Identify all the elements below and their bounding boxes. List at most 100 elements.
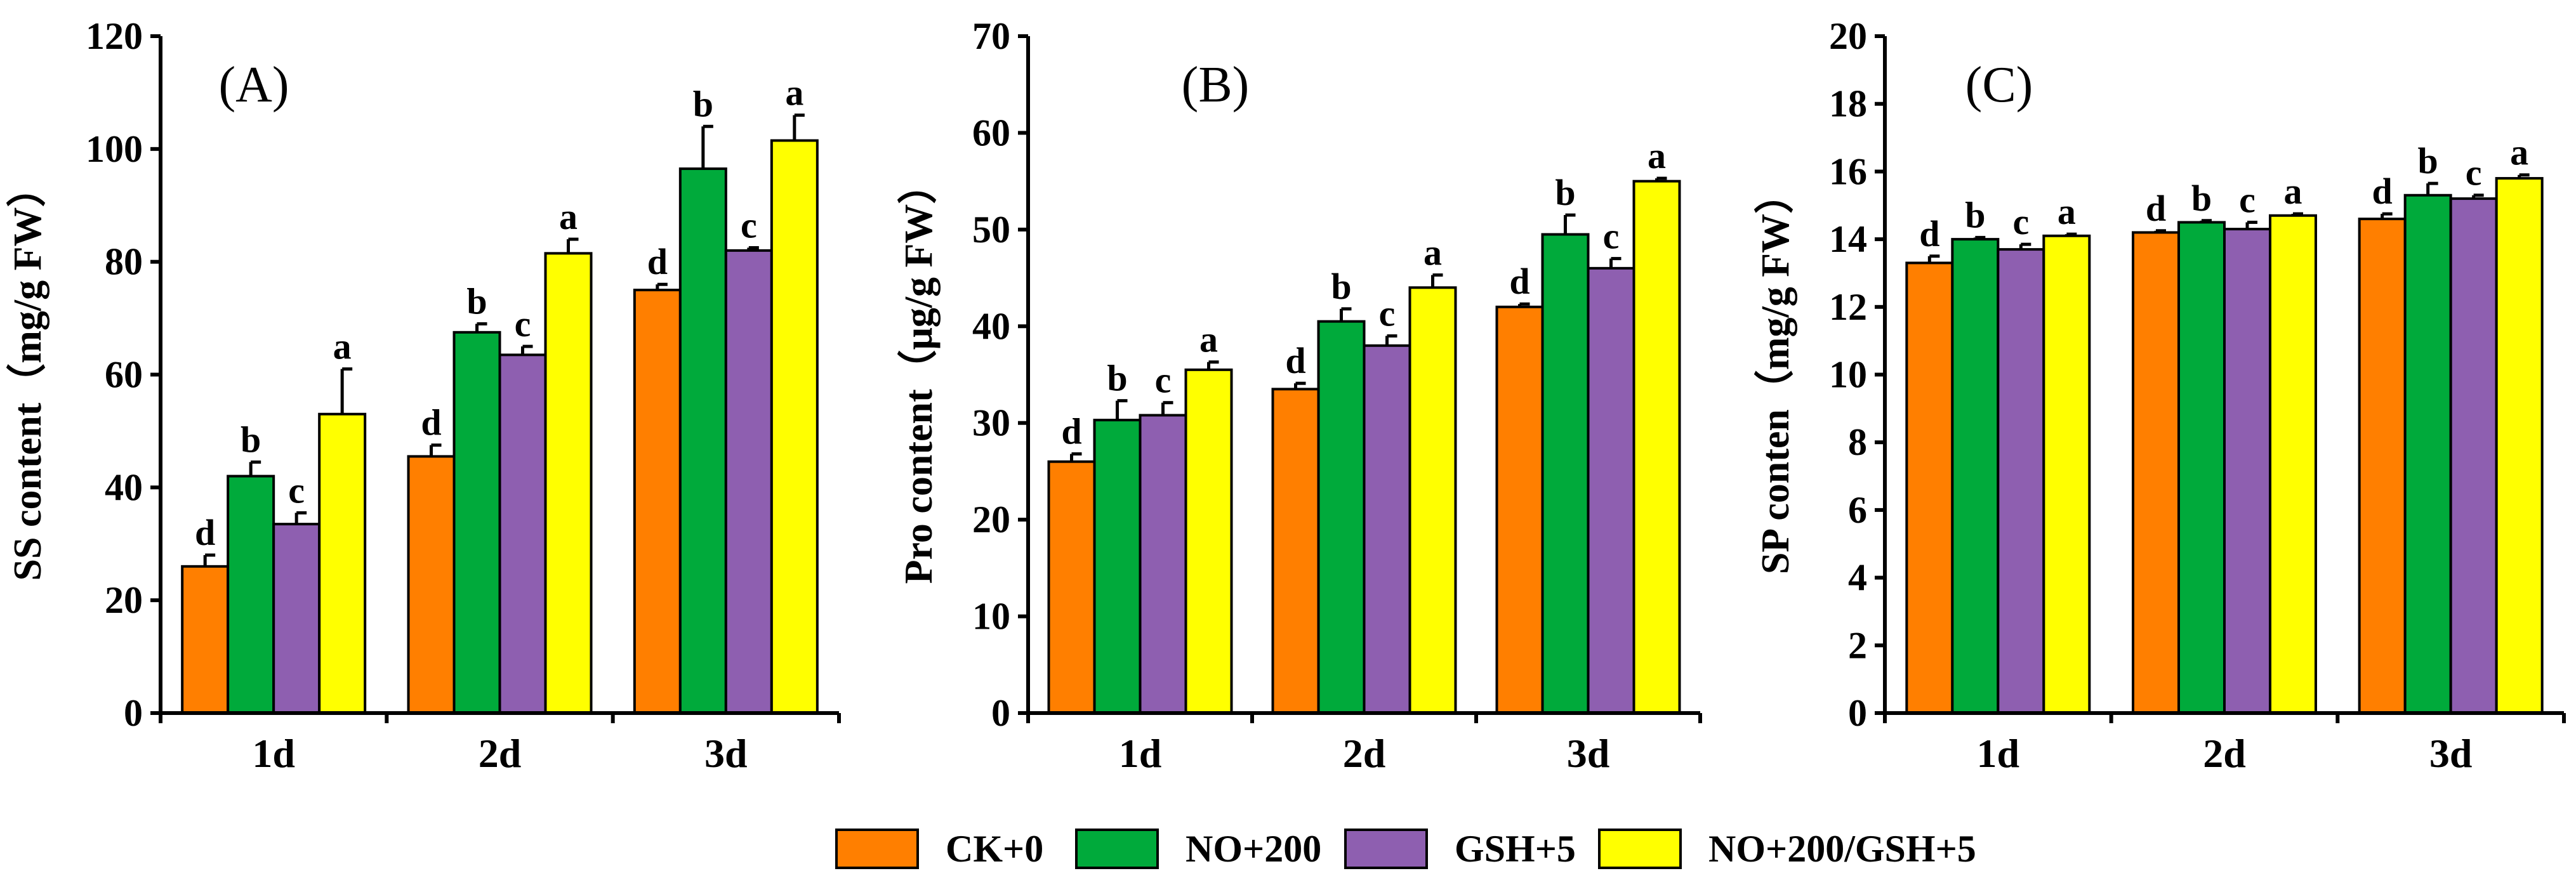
legend-swatch [1075, 829, 1159, 869]
y-tick-label: 14 [1829, 218, 1867, 260]
x-category-label: 3d [2429, 731, 2473, 776]
bar-GSH+5-2d [498, 353, 547, 714]
bar-CK+0-2d [2132, 231, 2180, 714]
y-tick-label: 6 [1848, 489, 1867, 531]
bar-GSH+5-3d [2449, 197, 2498, 714]
x-category-label: 2d [1343, 731, 1386, 776]
bar-GSH+5-3d [1587, 266, 1635, 715]
bar-NO+200/GSH+5-3d [770, 139, 819, 714]
y-tick-label: 50 [972, 209, 1010, 251]
bar-NO+200/GSH+5-2d [544, 252, 593, 714]
panel-label: (A) [218, 57, 289, 113]
x-category-label: 1d [1977, 731, 2020, 776]
y-tick-label: 10 [1829, 354, 1867, 396]
panel-label: (B) [1182, 57, 1250, 113]
y-tick-label: 20 [972, 499, 1010, 541]
significance-letter: c [1155, 360, 1172, 401]
legend-swatch [835, 829, 919, 869]
significance-letter: d [1509, 261, 1529, 302]
bar-NO+200-2d [2177, 221, 2226, 714]
bar-CK+0-3d [633, 289, 682, 714]
significance-letter: d [2372, 171, 2393, 212]
y-tick-label: 20 [1829, 15, 1867, 57]
significance-letter: b [2191, 178, 2212, 219]
bar-GSH+5-1d [1139, 414, 1187, 715]
significance-letter: c [2012, 201, 2029, 242]
significance-letter: c [2239, 179, 2256, 220]
x-category-label: 2d [479, 731, 522, 776]
significance-letter: a [2057, 191, 2076, 232]
significance-letter: b [1331, 266, 1351, 307]
significance-letter: d [1061, 410, 1081, 452]
y-tick-label: 30 [972, 402, 1010, 444]
significance-letter: a [559, 196, 578, 237]
significance-letter: b [1965, 194, 1985, 235]
significance-letter: b [2418, 140, 2438, 181]
legend-label: GSH+5 [1455, 828, 1576, 870]
y-tick-label: 80 [105, 241, 143, 283]
bar-NO+200/GSH+5-1d [318, 412, 367, 714]
significance-letter: d [195, 512, 215, 553]
x-category-label: 3d [1567, 731, 1610, 776]
y-tick-label: 2 [1848, 624, 1867, 666]
bar-NO+200/GSH+5-1d [1184, 368, 1233, 714]
y-tick-label: 16 [1829, 150, 1867, 192]
legend-label: NO+200 [1186, 828, 1321, 870]
x-category-label: 2d [2203, 731, 2246, 776]
y-tick-label: 0 [991, 692, 1010, 734]
significance-letter: a [1423, 232, 1442, 273]
x-category-label: 1d [252, 731, 295, 776]
y-tick-label: 60 [105, 354, 143, 396]
y-axis-label: SS content（mg/g FW） [5, 168, 50, 581]
panel-label: (C) [1965, 57, 2033, 113]
significance-letter: b [693, 83, 713, 124]
bar-CK+0-3d [1495, 305, 1544, 714]
significance-letter: c [2466, 152, 2482, 193]
bar-GSH+5-2d [1363, 344, 1411, 714]
bar-NO+200-3d [2403, 193, 2452, 714]
bar-GSH+5-2d [2223, 228, 2271, 715]
y-tick-label: 12 [1829, 286, 1867, 328]
bar-CK+0-1d [1047, 460, 1096, 715]
bar-NO+200/GSH+5-2d [2269, 214, 2317, 714]
bar-NO+200/GSH+5-3d [2495, 177, 2544, 714]
bar-NO+200/GSH+5-3d [1632, 180, 1681, 714]
significance-letter: a [333, 326, 352, 367]
significance-letter: b [241, 419, 261, 460]
significance-letter: a [2510, 132, 2528, 173]
y-tick-label: 20 [105, 579, 143, 621]
legend-swatch [1598, 829, 1682, 869]
y-tick-label: 120 [86, 15, 143, 57]
legend: CK+0 NO+200 GSH+5 NO+200/GSH+5 [835, 828, 1976, 870]
x-category-label: 3d [704, 731, 748, 776]
significance-letter: c [1603, 216, 1620, 257]
y-axis-label: SP conten（mg/g FW） [1753, 174, 1797, 574]
y-tick-label: 18 [1829, 83, 1867, 125]
bar-GSH+5-3d [724, 249, 773, 714]
bar-CK+0-2d [1271, 388, 1320, 714]
bar-GSH+5-1d [272, 523, 321, 714]
x-category-label: 1d [1119, 731, 1162, 776]
y-tick-label: 60 [972, 112, 1010, 154]
y-axis-label: Pro content（μg/g FW） [896, 165, 941, 584]
y-tick-label: 4 [1848, 557, 1867, 599]
legend-label: NO+200/GSH+5 [1708, 828, 1976, 870]
significance-letter: b [466, 280, 487, 322]
significance-letter: c [515, 303, 531, 344]
significance-letter: a [2284, 171, 2302, 212]
significance-letter: d [647, 241, 668, 282]
significance-letter: c [741, 204, 757, 246]
y-tick-label: 40 [972, 305, 1010, 347]
significance-letter: c [1379, 293, 1396, 334]
significance-letter: b [1555, 172, 1575, 213]
bar-NO+200-1d [1951, 238, 2000, 715]
y-tick-label: 40 [105, 466, 143, 508]
bar-NO+200-2d [1317, 320, 1366, 714]
significance-letter: a [1199, 319, 1218, 360]
bar-NO+200-1d [1093, 419, 1142, 714]
legend-label: CK+0 [946, 828, 1043, 870]
significance-letter: d [1285, 340, 1305, 381]
